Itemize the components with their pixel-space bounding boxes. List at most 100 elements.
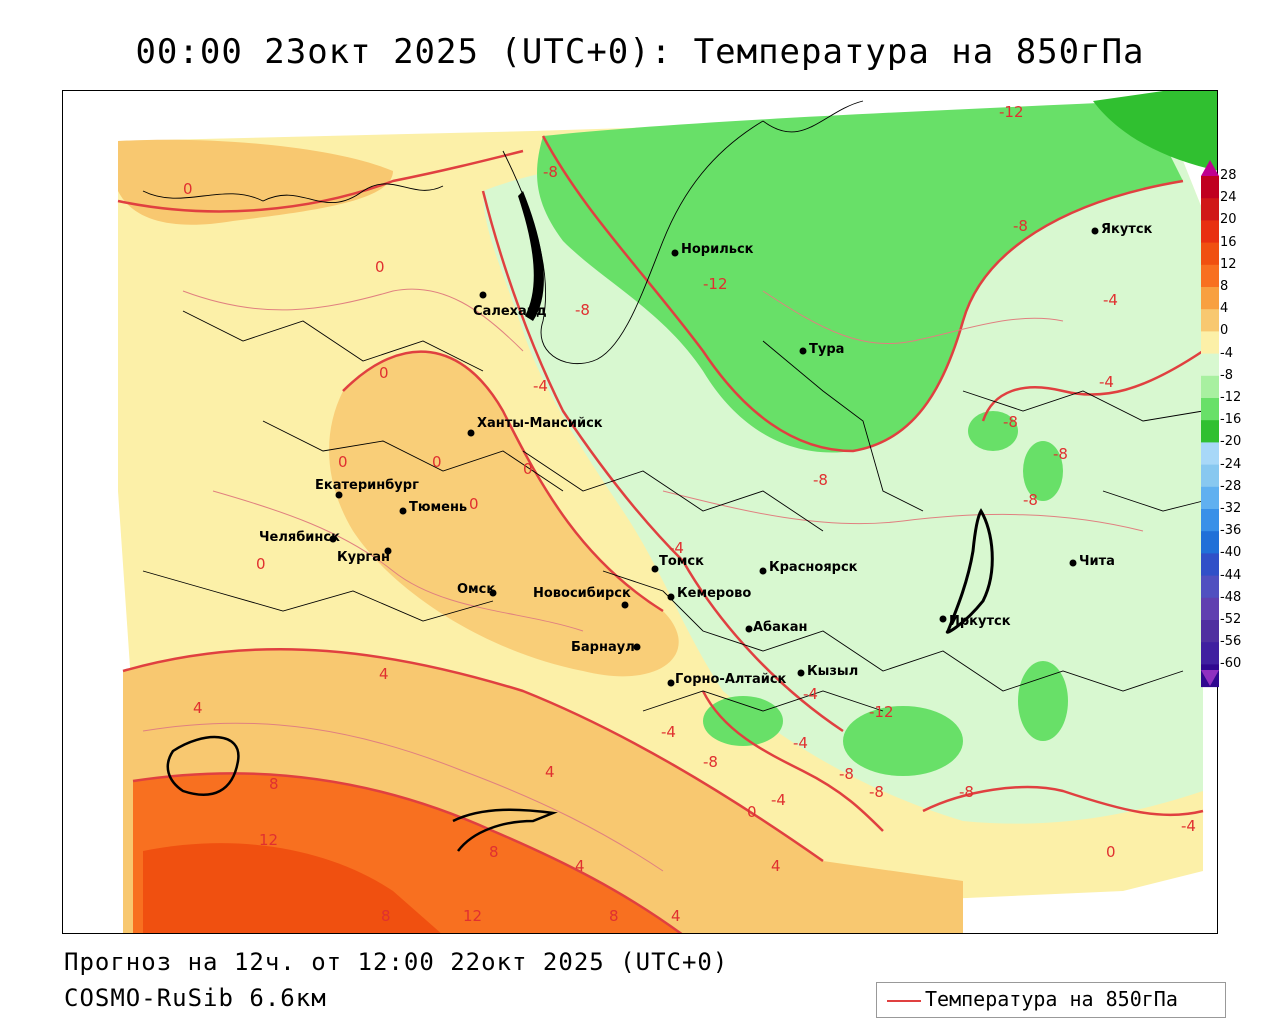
city-chelyabinsk: Челябинск: [259, 530, 340, 545]
isotherm-label: -4: [803, 685, 818, 703]
colorbar-tick-label: -8: [1220, 367, 1233, 383]
city-barnaul: Барнаул: [571, 640, 641, 655]
isotherm-label: -4: [793, 734, 808, 752]
colorbar-tick-label: -40: [1220, 545, 1242, 561]
cold-zone: [537, 101, 1183, 453]
city-chita: Чита: [1069, 554, 1115, 569]
city-label: Кемерово: [677, 586, 751, 601]
colorbar-tick-label: -36: [1220, 523, 1242, 539]
colorbar-swatch: [1201, 242, 1219, 266]
isotherms: [117, 135, 1204, 933]
isotherm-label: 8: [269, 775, 279, 793]
colorbar-tick-label: -56: [1220, 634, 1242, 650]
isotherm-label: 0: [747, 803, 757, 821]
city-tura: Тура: [799, 342, 844, 357]
city-label: Тюмень: [409, 500, 467, 515]
baikal-lake: [945, 508, 994, 634]
isotherm-label: -8: [1013, 217, 1028, 235]
isotherm-label: 4: [545, 763, 555, 781]
city-label: Новосибирск: [533, 586, 631, 601]
isotherm-label: 0: [379, 364, 389, 382]
isotherm-label: 4: [193, 699, 203, 717]
colorbar-tick-label: -48: [1220, 589, 1242, 605]
isotherm-label: -8: [575, 301, 590, 319]
isotherm-label: 0: [183, 180, 193, 198]
mountain-cold-4: [968, 411, 1018, 451]
city-yakutsk: Якутск: [1091, 222, 1153, 237]
isotherm-label: -4: [1099, 373, 1114, 391]
isotherm-label: 0: [256, 555, 266, 573]
isotherm-label: -12: [703, 275, 728, 293]
ural-warm: [329, 351, 679, 677]
colorbar-swatch: [1201, 597, 1219, 621]
isotherm-label: -8: [543, 163, 558, 181]
isotherm-label-group: 0 0 0 0 0 0 0 0 0 0 -4 -4 -4 -4 -4 -4 -4…: [183, 103, 1196, 925]
isotherm-label: 4: [379, 665, 389, 683]
colorbar-tick-label: -44: [1220, 567, 1242, 583]
colorbar-swatch: [1201, 620, 1219, 643]
isotherm-label: -8: [959, 783, 974, 801]
borders: [142, 100, 1204, 712]
colorbar-swatch: [1201, 398, 1219, 421]
colorbar-tick-label: 28: [1220, 168, 1237, 183]
isotherm-label: 0: [1106, 843, 1116, 861]
city-irkutsk: Иркутск: [939, 614, 1011, 629]
map-title: 00:00 23окт 2025 (UTC+0): Температура на…: [135, 32, 1145, 72]
colorbar-tick-label: -12: [1220, 390, 1242, 405]
colorbar-tick-label: -52: [1220, 612, 1242, 627]
colorbar-tick-label: 4: [1220, 301, 1229, 317]
colorbar-swatch: [1201, 509, 1219, 532]
isotherm-label: 0: [338, 453, 348, 471]
city-label: Тура: [809, 342, 844, 357]
isotherm-label: -8: [869, 783, 884, 801]
mountain-cold-3: [1018, 661, 1068, 741]
isotherm-label: -8: [839, 765, 854, 783]
city-label: Салехард: [473, 304, 547, 319]
city-label: Ханты-Мансийск: [477, 416, 603, 431]
colorbar-tick-label: -16: [1220, 412, 1242, 428]
colorbar-tick-label: -28: [1220, 478, 1242, 494]
city-yekaterinburg: Екатеринбург: [315, 478, 419, 499]
isotherm-label: 12: [463, 907, 482, 925]
isotherm-label: -4: [1181, 817, 1196, 835]
isotherm-label: 4: [575, 857, 585, 875]
isotherm-label: -12: [869, 703, 894, 721]
city-label: Омск: [457, 582, 495, 597]
isotherm-label: 0: [469, 495, 479, 513]
colorbar-bottom-arrow: [1201, 670, 1219, 686]
city-kemerovo: Кемерово: [667, 586, 751, 601]
isotherm-label: 4: [771, 857, 781, 875]
city-salekhard: Салехард: [473, 291, 547, 319]
city-label: Кызыл: [807, 664, 858, 679]
city-label: Барнаул: [571, 640, 635, 655]
legend: Температура на 850гПа: [876, 982, 1226, 1018]
mountain-cold-2: [703, 696, 783, 746]
colorbar-tick-label: 24: [1220, 190, 1237, 206]
city-label: Горно-Алтайск: [675, 672, 787, 687]
isotherm-label: -8: [703, 753, 718, 771]
colorbar-tick-label: 12: [1220, 256, 1237, 272]
colorbar-swatch: [1201, 575, 1219, 599]
city-novosibirsk: Новосибирск: [533, 586, 631, 609]
colorbar-swatch: [1201, 486, 1219, 510]
legend-label: Температура на 850гПа: [925, 987, 1178, 1011]
colorbar-swatch: [1201, 531, 1219, 554]
isotherm-label: 8: [489, 843, 499, 861]
city-label: Томск: [659, 554, 704, 569]
colorbar-swatch: [1201, 420, 1219, 443]
isotherm-label: 8: [609, 907, 619, 925]
city-label: Иркутск: [949, 614, 1011, 629]
city-omsk: Омск: [457, 582, 497, 597]
isotherm-label: 0: [375, 258, 385, 276]
isotherm-label: -12: [999, 103, 1024, 121]
colorbar-swatch: [1201, 353, 1219, 377]
temperature-map[interactable]: 0 0 0 0 0 0 0 0 0 0 -4 -4 -4 -4 -4 -4 -4…: [62, 90, 1218, 934]
city-label: Екатеринбург: [315, 478, 419, 493]
balkhash-lake: [166, 735, 240, 796]
ob-bay: [518, 191, 544, 321]
colorbar-tick-label: 16: [1220, 234, 1237, 250]
city-label: Красноярск: [769, 560, 858, 575]
colorbar-tick-label: 20: [1220, 212, 1237, 228]
colorbar-tick-label: 8: [1220, 279, 1229, 294]
north-west-warm: [118, 139, 393, 225]
